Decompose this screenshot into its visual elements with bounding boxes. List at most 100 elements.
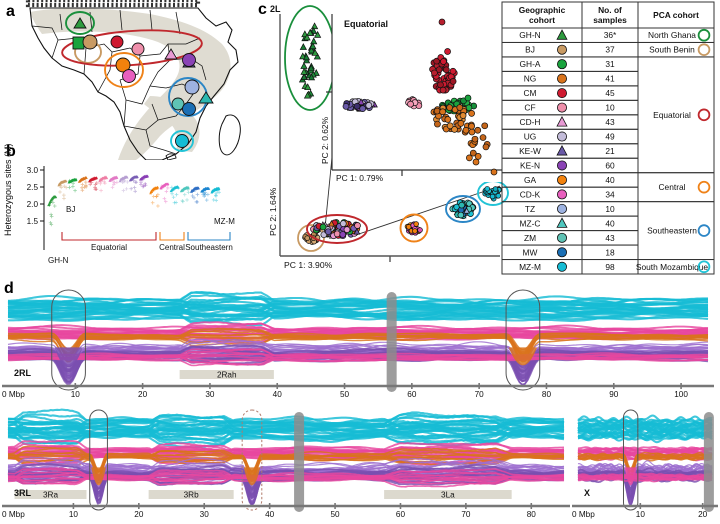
marker-ZM: [557, 232, 568, 243]
track-X: X 0 Mbp 10 20: [572, 409, 718, 519]
map-marker-CM: [110, 35, 124, 49]
pca-main-cluster-north-ghana: [284, 5, 336, 111]
marker-CD-H: [556, 116, 568, 127]
panel-b-points: [47, 174, 221, 227]
pca-main-cluster-south-mozambique: [477, 180, 509, 206]
pca-cohort-ring-north-ghana: [697, 28, 711, 42]
map-marker-KE-N: [182, 53, 196, 67]
table-cell-cohort: KE-N: [520, 160, 540, 170]
map-marker-MW: [182, 102, 196, 116]
marker-MZ-C: [556, 217, 568, 228]
table-cell-cohort: GH-N: [519, 30, 540, 40]
axis-tick-X-10: 10: [636, 510, 646, 519]
track-3RL: 3Ra 3Rb 3La 3RL 0 Mbp 10 20 30 40 50 60 70 80: [2, 408, 570, 519]
marker-CM: [557, 88, 568, 99]
marker-UG: [557, 131, 568, 142]
axis-tick-2RL-80: 80: [542, 390, 552, 399]
table-cell-pca-cohort: Central: [659, 182, 686, 192]
axis-tick-2RL-100: 100: [674, 390, 688, 399]
map-marker-GH-N: [73, 17, 87, 29]
madagascar-outline: [218, 114, 241, 156]
table-cell-cohort: MZ-M: [519, 262, 541, 272]
table-cell-pca-cohort: North Ghana: [648, 30, 696, 40]
map-ellipse-north-ghana: [65, 11, 95, 35]
panel-a-letter: a: [6, 3, 15, 20]
cohort-legend-table: Geographic cohort No. of samples PCA cohort G…: [498, 1, 718, 280]
chromosome-label-3RL: 3RL: [14, 488, 32, 498]
table-cell-samples: 18: [605, 247, 615, 257]
inversion-bar-3Ra: [14, 490, 87, 499]
panel-c-chromosome-label: 2L: [270, 4, 281, 14]
axis-tick-3RL-40: 40: [265, 510, 275, 519]
pca-circle-southeastern: [445, 195, 481, 223]
table-cell-cohort: CM: [523, 88, 536, 98]
centromere-marker: [294, 412, 305, 512]
map-marker-CD-H: [164, 48, 178, 60]
centromere-marker: [703, 412, 714, 512]
marker-CD-K: [557, 189, 568, 200]
table-cell-cohort: CD-H: [520, 117, 541, 127]
marker-MW: [557, 247, 568, 258]
table-cell-cohort: MW: [523, 247, 538, 257]
marker-NG: [557, 73, 568, 84]
map-marker-TZ: [184, 79, 200, 95]
panel-b-chart: 3.0 2.5 2.0 1.5 Heterozygous sites (M) G…: [0, 143, 256, 280]
map-marker-GA: [115, 57, 131, 73]
axis-tick-3RL-10: 10: [69, 510, 79, 519]
table-cell-cohort: UG: [524, 132, 537, 142]
ytick-2-0: 2.0: [27, 200, 39, 209]
table-cell-pca-cohort: Equatorial: [653, 110, 691, 120]
table-cell-samples: 10: [605, 204, 615, 214]
axis-origin-2RL: 0 Mbp: [2, 390, 25, 399]
sweep-plume: [91, 467, 107, 486]
map-hatch-band: [25, 0, 201, 8]
panel-b-label-mzm: MZ-M: [214, 217, 235, 226]
table-cell-samples: 98: [605, 262, 615, 272]
inversion-bar-2Rah: [179, 370, 274, 379]
axis-tick-3RL-70: 70: [461, 510, 471, 519]
pca-cohort-ring-southeastern: [697, 224, 711, 237]
pca-inset: Equatorial PC 2: 0.62% PC 1: 0.79%: [320, 14, 502, 183]
table-cell-samples: 45: [605, 88, 615, 98]
table-cell-cohort: CF: [524, 103, 535, 113]
axis-tick-2RL-60: 60: [407, 390, 417, 399]
panel-b-ylabel: Heterozygous sites (M): [3, 143, 13, 236]
chromosome-label-2RL: 2RL: [14, 368, 32, 378]
table-cell-cohort: ZM: [524, 233, 536, 243]
group-label-central: Central: [159, 243, 185, 252]
table-cell-samples: 43: [605, 117, 615, 127]
axis-tick-2RL-20: 20: [138, 390, 148, 399]
group-label-southeastern: Southeastern: [185, 243, 233, 252]
panel-d-chromosome-tracks: 2Rah 2RL 0 Mbp 10 20 30 40 50 60 70 80 90 100 3Ra 3Rb…: [0, 284, 720, 524]
map-marker-BJ: [82, 34, 98, 50]
panel-b-group-brackets: [61, 232, 231, 241]
axis-origin-X: 0 Mbp: [572, 510, 595, 519]
inversion-label-3La: 3La: [441, 490, 455, 499]
region-highlight: [89, 409, 108, 511]
axis-origin-3RL: 0 Mbp: [2, 510, 25, 519]
africa-outline: [29, 7, 239, 160]
panel-d-letter: d: [4, 280, 14, 297]
table-cell-samples: 43: [605, 233, 615, 243]
table-cell-samples: 49: [605, 132, 615, 142]
table-cell-cohort: TZ: [525, 204, 535, 214]
inversion-label-3Rb: 3Rb: [184, 490, 199, 499]
inversion-bar-3La: [384, 490, 512, 499]
track-2RL: 2Rah 2RL 0 Mbp 10 20 30 40 50 60 70 80 90 100: [2, 289, 714, 399]
pca-circle-equatorial: [306, 214, 368, 244]
table-cell-samples: 40: [605, 218, 615, 228]
inversion-bar-3Rb: [148, 490, 234, 499]
axis-tick-2RL-70: 70: [475, 390, 485, 399]
sweep-plume: [508, 347, 538, 366]
ytick-2-5: 2.5: [27, 183, 39, 192]
panel-c-main-ylabel: PC 2: 1.64%: [268, 187, 278, 236]
table-cell-samples: 40: [605, 175, 615, 185]
pca-cohort-ring-central: [697, 180, 711, 194]
table-cell-pca-cohort: South Mozambique: [636, 262, 709, 272]
panel-c-inset-title: Equatorial: [344, 19, 388, 29]
sweep-plume: [624, 467, 637, 486]
panel-b-label-bj: BJ: [66, 205, 75, 214]
table-cell-samples: 31: [605, 59, 615, 69]
marker-GH-A: [557, 59, 568, 70]
